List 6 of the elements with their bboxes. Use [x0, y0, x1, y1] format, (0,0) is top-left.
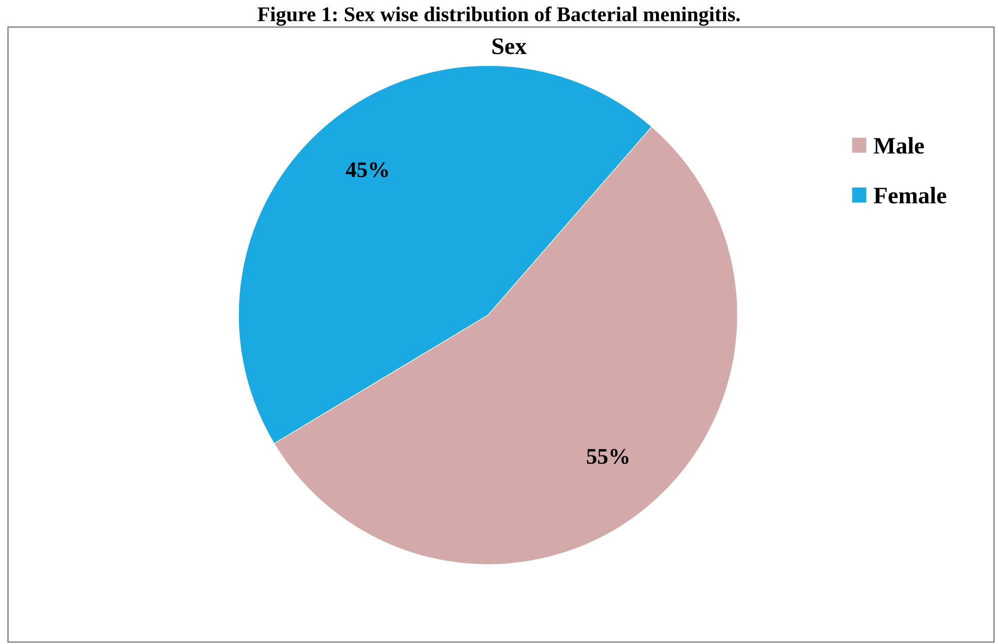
legend-label: Female — [874, 186, 946, 204]
data-label: 45% — [346, 162, 388, 178]
data-label: 55% — [586, 448, 628, 464]
chart-title: Figure 1: Sex wise distribution of Bacterial meningitis. — [258, 6, 740, 26]
legend-label: Male — [874, 137, 924, 154]
chart-subtitle: Sex — [492, 38, 527, 54]
